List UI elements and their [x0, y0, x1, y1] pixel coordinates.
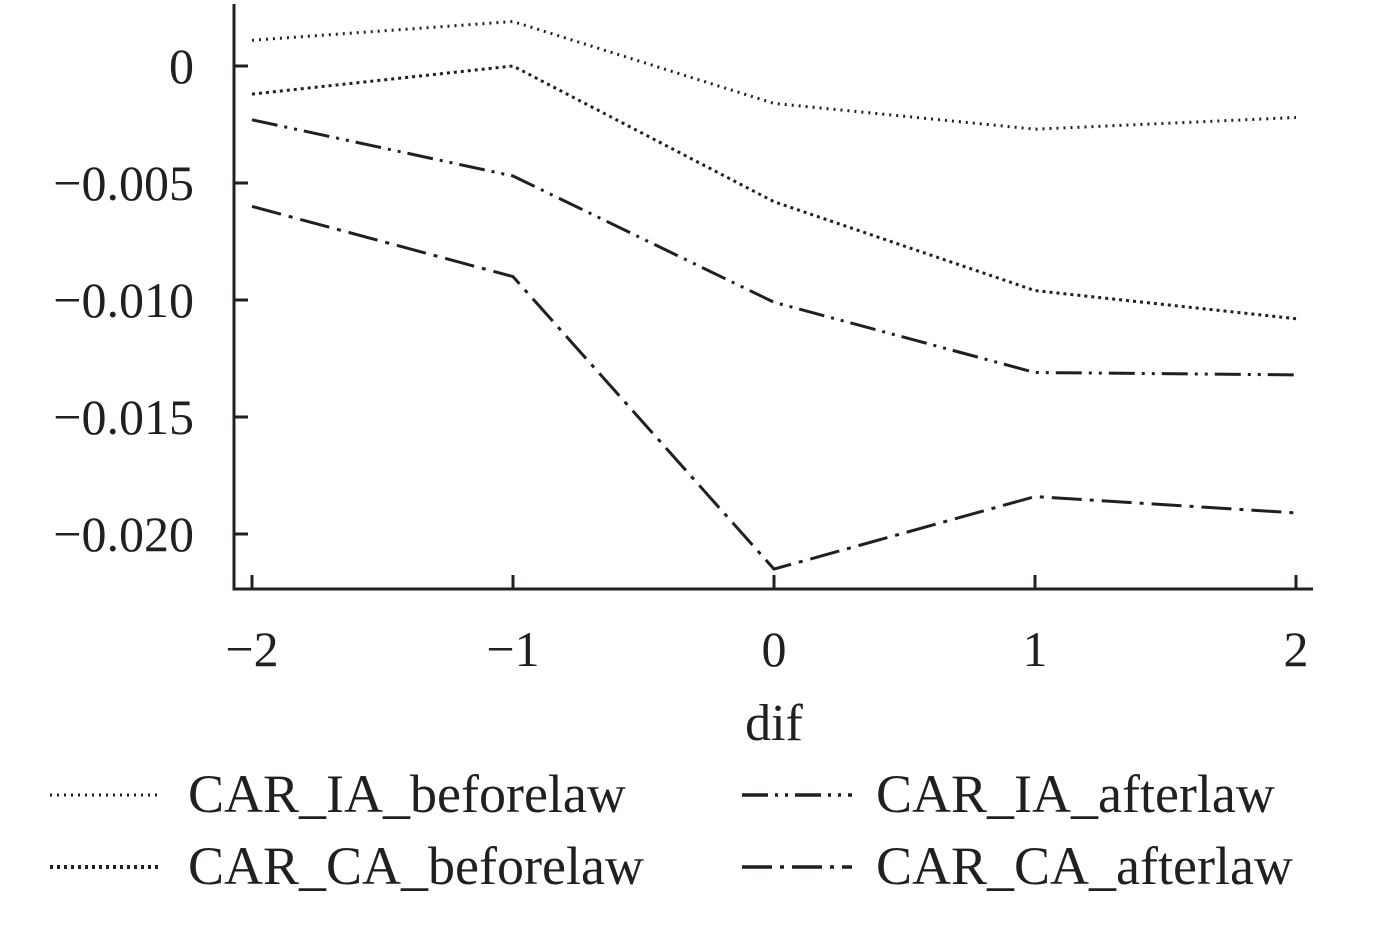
x-axis-title: dif	[745, 695, 803, 752]
legend-label: CAR_IA_afterlaw	[876, 764, 1275, 824]
y-tick-label: 0	[169, 38, 194, 94]
legend-label: CAR_IA_beforelaw	[188, 764, 626, 824]
series-line-car-ia-beforelaw	[251, 20, 1297, 131]
y-tick-label: −0.015	[53, 389, 194, 445]
series-line-car-ca-afterlaw	[251, 204, 1297, 571]
y-ticks: 0 −0.005 −0.010 −0.015 −0.020	[53, 38, 248, 562]
axes	[232, 4, 1313, 591]
x-tick-label: 1	[1023, 621, 1048, 677]
x-tick-label: 2	[1284, 621, 1309, 677]
x-tick-label: 0	[762, 621, 787, 677]
legend-label: CAR_CA_afterlaw	[876, 836, 1293, 896]
series-line-car-ca-beforelaw	[251, 64, 1297, 321]
y-tick-label: −0.020	[53, 506, 194, 562]
x-ticks: −2 −1 0 1 2	[225, 575, 1309, 677]
series-line-car-ia-afterlaw	[251, 118, 1297, 377]
legend-label: CAR_CA_beforelaw	[188, 836, 644, 896]
y-tick-label: −0.005	[53, 155, 194, 211]
y-tick-label: −0.010	[53, 272, 194, 328]
series-lines	[251, 20, 1297, 571]
legend: CAR_IA_beforelaw CAR_IA_afterlaw CAR_CA_be…	[50, 764, 1293, 896]
x-tick-label: −1	[486, 621, 539, 677]
x-tick-label: −2	[225, 621, 278, 677]
